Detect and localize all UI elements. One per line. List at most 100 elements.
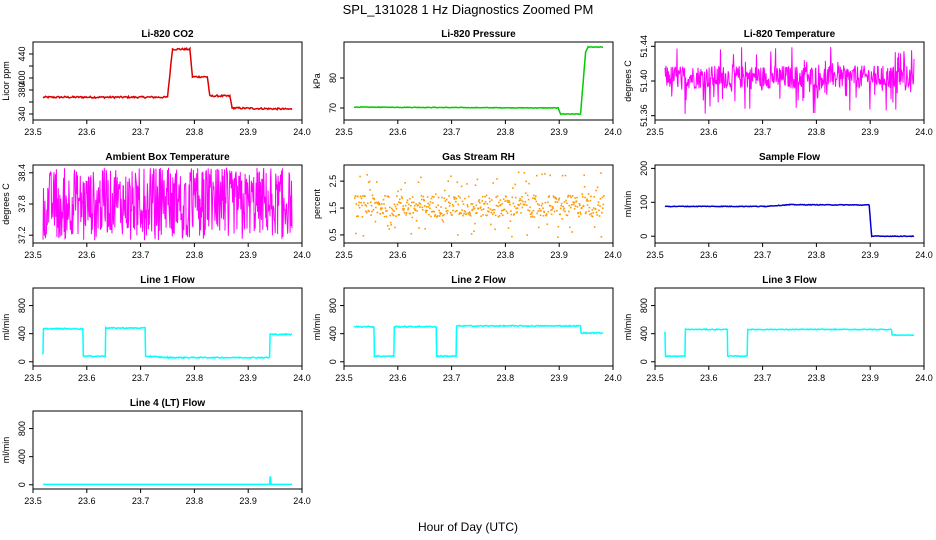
data-point: [526, 194, 529, 197]
y-tick-label: 2.5: [328, 175, 338, 188]
data-point: [533, 194, 535, 197]
x-tick-label: 23.5: [24, 127, 42, 137]
y-tick-label: 37.2: [17, 226, 27, 244]
data-point: [513, 213, 516, 215]
data-point: [428, 204, 431, 206]
data-point: [511, 196, 514, 199]
y-tick-label: 800: [17, 298, 27, 313]
data-point: [409, 212, 412, 215]
data-point: [506, 199, 508, 202]
data-point: [587, 193, 590, 195]
y-tick-label: 400: [328, 326, 338, 341]
data-point: [472, 206, 475, 208]
data-point: [583, 186, 586, 188]
data-point: [430, 197, 433, 200]
data-point: [592, 207, 595, 209]
x-tick-label: 23.6: [78, 373, 96, 383]
panels-group: Li-820 CO2 Licor ppm 23.5 23.6 23.7 23.8 23.9 2…: [1, 29, 933, 506]
data-point: [526, 234, 528, 236]
data-point: [414, 208, 417, 211]
data-point: [596, 214, 598, 216]
data-point: [467, 205, 469, 208]
data-point: [454, 210, 457, 213]
x-tick-label: 23.9: [861, 250, 879, 260]
y-axis-label: degrees C: [623, 60, 633, 102]
x-tick-label: 23.6: [700, 127, 718, 137]
series-line: [664, 327, 915, 358]
panel-4: Ambient Box Temperature degrees C 23.5 23.6…: [1, 152, 311, 260]
x-tick-label: 23.7: [132, 496, 150, 506]
data-point: [602, 207, 604, 209]
data-point: [418, 202, 421, 204]
data-point: [559, 213, 561, 216]
data-point: [537, 210, 539, 212]
data-point: [465, 213, 468, 215]
data-point: [426, 209, 428, 212]
data-point: [375, 201, 378, 204]
data-point: [457, 234, 459, 236]
data-point: [419, 203, 422, 205]
data-point: [525, 180, 527, 183]
data-point: [528, 182, 530, 185]
data-point: [514, 183, 516, 186]
data-point: [590, 195, 592, 198]
data-point: [422, 209, 424, 211]
y-axis-label: ml/min: [1, 314, 11, 341]
data-point: [513, 214, 515, 216]
data-point: [386, 195, 389, 198]
x-tick-label: 23.7: [132, 127, 150, 137]
data-point: [565, 199, 567, 202]
data-point: [468, 211, 471, 213]
data-point: [519, 202, 522, 205]
data-point: [492, 182, 494, 184]
data-point: [568, 210, 570, 213]
data-point: [427, 202, 429, 205]
data-point: [413, 204, 416, 207]
data-point: [508, 201, 511, 204]
panel-title: Line 2 Flow: [451, 275, 506, 286]
data-point: [597, 204, 599, 206]
data-point: [460, 212, 462, 215]
panel-title: Li-820 Pressure: [441, 29, 516, 40]
data-point: [593, 196, 595, 198]
data-point: [519, 197, 521, 200]
data-point: [358, 206, 361, 209]
data-point: [457, 195, 460, 197]
data-point: [599, 198, 602, 200]
data-point: [601, 211, 603, 214]
data-point: [537, 226, 540, 229]
figure-title: SPL_131028 1 Hz Diagnostics Zoomed PM: [343, 2, 594, 17]
data-point: [533, 216, 536, 218]
x-tick-label: 23.8: [497, 127, 515, 137]
y-axis-label: degrees C: [1, 183, 11, 225]
x-tick-label: 23.8: [808, 127, 826, 137]
data-point: [401, 208, 404, 210]
data-point: [444, 200, 447, 202]
data-point: [389, 206, 391, 209]
data-point: [487, 210, 489, 212]
series-line: [42, 325, 292, 360]
data-point: [448, 195, 450, 197]
x-tick-label: 23.5: [646, 127, 664, 137]
data-point: [407, 208, 409, 211]
data-point: [416, 210, 418, 212]
data-point: [571, 231, 573, 233]
data-point: [494, 228, 496, 231]
series-line: [42, 46, 293, 111]
data-point: [547, 201, 549, 204]
data-point: [512, 187, 514, 189]
data-point: [497, 205, 499, 208]
x-tick-label: 23.9: [550, 373, 568, 383]
data-point: [569, 226, 571, 229]
data-point: [446, 209, 449, 212]
y-axis-label: ml/min: [623, 191, 633, 218]
data-point: [482, 214, 484, 216]
series-line: [353, 45, 604, 116]
data-point: [357, 215, 359, 217]
data-point: [529, 213, 532, 215]
data-point: [447, 180, 449, 182]
data-point: [493, 209, 496, 211]
data-point: [539, 214, 542, 216]
data-point: [439, 212, 441, 214]
data-point: [528, 210, 531, 212]
